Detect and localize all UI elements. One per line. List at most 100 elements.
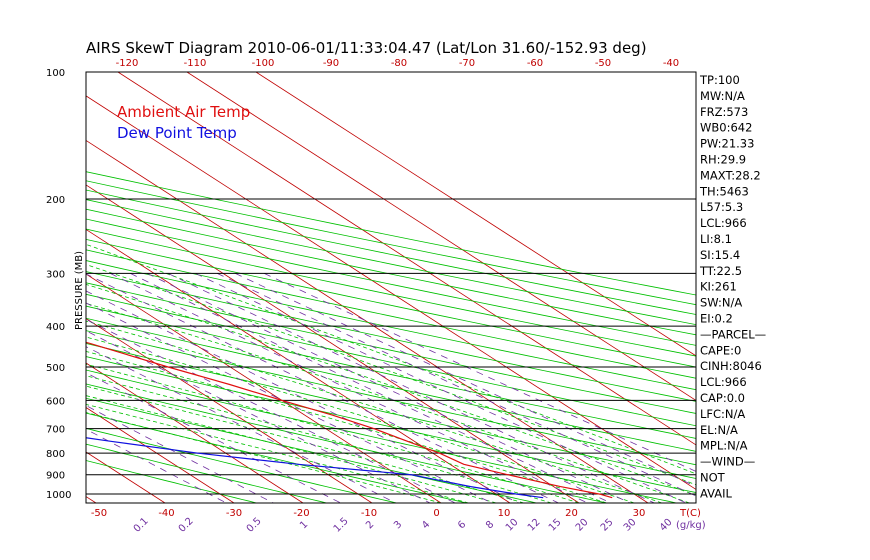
isotherm-line [186, 72, 696, 401]
index-label: CAPE:0 [700, 343, 741, 357]
legend-dew-point-temp: Dew Point Temp [117, 124, 237, 142]
pressure-tick-label: 800 [46, 449, 65, 460]
mixing-ratio-line [217, 273, 696, 497]
mixing-ratio-tick-label: 12 [526, 517, 543, 534]
index-label: TP:100 [699, 73, 740, 87]
moist-adiabat-line [86, 412, 442, 503]
pressure-tick-label: 400 [46, 322, 65, 333]
mixing-ratio-tick-label: 30 [622, 517, 639, 534]
top-temp-tick-label: -60 [527, 58, 543, 69]
isotherm-line [86, 407, 235, 503]
mixing-ratio-line [146, 273, 631, 503]
mixing-ratio-line [86, 428, 227, 503]
mixing-ratio-line [235, 273, 696, 487]
pressure-tick-label: 300 [46, 269, 65, 280]
index-label: —WIND— [700, 455, 755, 469]
dry-adiabat-line [86, 369, 677, 503]
index-label: CAP:0.0 [700, 391, 745, 405]
bottom-temp-tick-label: 30 [633, 508, 646, 519]
index-label: MAXT:28.2 [700, 168, 761, 182]
moist-adiabat-line [86, 403, 469, 503]
pressure-tick-label: 500 [46, 363, 65, 374]
dry-adiabat-line [86, 330, 696, 466]
pressure-tick-label: 200 [46, 195, 65, 206]
mixing-ratio-tick-label: 8 [484, 519, 496, 531]
index-label: TH:5463 [699, 184, 749, 198]
index-label: SI:15.4 [700, 248, 740, 262]
moist-adiabat-line [86, 320, 662, 503]
index-label: SW:N/A [700, 296, 742, 310]
isotherm-line [86, 184, 580, 503]
index-label: TT:22.5 [699, 264, 742, 278]
moist-adiabat-line [86, 395, 497, 503]
mixing-ratio-tick-label: 0.2 [177, 516, 196, 535]
mixing-ratio-line [195, 273, 687, 503]
top-temp-tick-label: -90 [323, 58, 339, 69]
dry-adiabat-line [86, 343, 696, 479]
mixing-ratio-line [86, 405, 274, 503]
mixing-ratio-line [86, 273, 559, 503]
top-temp-tick-label: -110 [184, 58, 207, 69]
ambient-air-temp-line [86, 341, 613, 499]
plot-grid [86, 72, 696, 503]
dry-adiabat-line [86, 271, 696, 402]
index-label: CINH:8046 [700, 359, 762, 373]
dew-point-temp-line [86, 437, 544, 499]
bottom-temp-tick-label: -20 [293, 508, 309, 519]
dry-adiabat-line [86, 305, 696, 439]
index-label: WB0:642 [700, 121, 752, 135]
index-label: LCL:966 [700, 375, 747, 389]
dry-adiabat-line [86, 460, 257, 503]
mixing-ratio-tick-label: 0.1 [132, 516, 151, 535]
y-axis-label: PRESSURE (MB) [74, 251, 85, 330]
dry-adiabat-line [86, 282, 696, 414]
index-label: EI:0.2 [700, 312, 733, 326]
mixing-ratio-line [264, 273, 696, 472]
isotherm-line [117, 72, 696, 446]
mixing-ratio-tick-label: 4 [420, 519, 432, 531]
mixing-ratio-line [86, 346, 396, 503]
dry-adiabat-line [86, 228, 696, 357]
dry-adiabat-line [86, 427, 397, 503]
mixing-ratio-tick-label: 40 [658, 517, 675, 534]
bottom-unit-label: T(C) [679, 508, 701, 519]
bottom-temp-tick-label: 20 [565, 508, 578, 519]
moist-adiabat-line [86, 283, 696, 496]
dry-adiabat-line [86, 180, 696, 306]
top-temp-tick-label: -50 [595, 58, 611, 69]
isotherm-line [86, 362, 304, 503]
dry-adiabat-line [86, 317, 696, 452]
dry-adiabat-line [86, 383, 607, 503]
dry-adiabat-line [86, 199, 696, 326]
dry-adiabat-line [86, 397, 537, 503]
dry-adiabat-line [86, 356, 696, 493]
mixing-ratio-unit-label: (g/kg) [676, 520, 706, 531]
dry-adiabat-line [86, 238, 696, 368]
moist-adiabat-line [86, 375, 552, 503]
moist-adiabat-line [86, 363, 580, 503]
isotherm-line [86, 95, 696, 490]
mixing-ratio-tick-label: 15 [547, 517, 564, 534]
profile-lines [86, 341, 613, 499]
moist-adiabat-line [86, 350, 607, 503]
mixing-ratio-tick-label: 1.5 [332, 516, 351, 535]
index-label: MW:N/A [700, 89, 745, 103]
bottom-temp-tick-label: 0 [433, 508, 439, 519]
dry-adiabat-line [86, 208, 696, 336]
mixing-ratio-tick-label: 0.5 [245, 516, 264, 535]
mixing-ratio-tick-label: 2 [364, 519, 376, 531]
mixing-ratio-tick-label: 1 [298, 519, 310, 531]
moist-adiabat-line [86, 385, 524, 503]
mixing-ratio-line [110, 273, 588, 503]
mixing-ratio-line [86, 290, 520, 503]
plot-frame [85, 71, 697, 504]
bottom-temp-tick-label: 10 [498, 508, 511, 519]
mixing-ratio-tick-label: 6 [456, 519, 468, 531]
index-label: LFC:N/A [700, 407, 745, 421]
mixing-ratio-tick-label: 25 [599, 517, 616, 534]
index-label: KI:261 [700, 280, 737, 294]
top-temp-tick-label: -40 [663, 58, 679, 69]
mixing-ratio-tick-label: 3 [392, 519, 404, 531]
chart-title: AIRS SkewT Diagram 2010-06-01/11:33:04.4… [86, 39, 647, 57]
